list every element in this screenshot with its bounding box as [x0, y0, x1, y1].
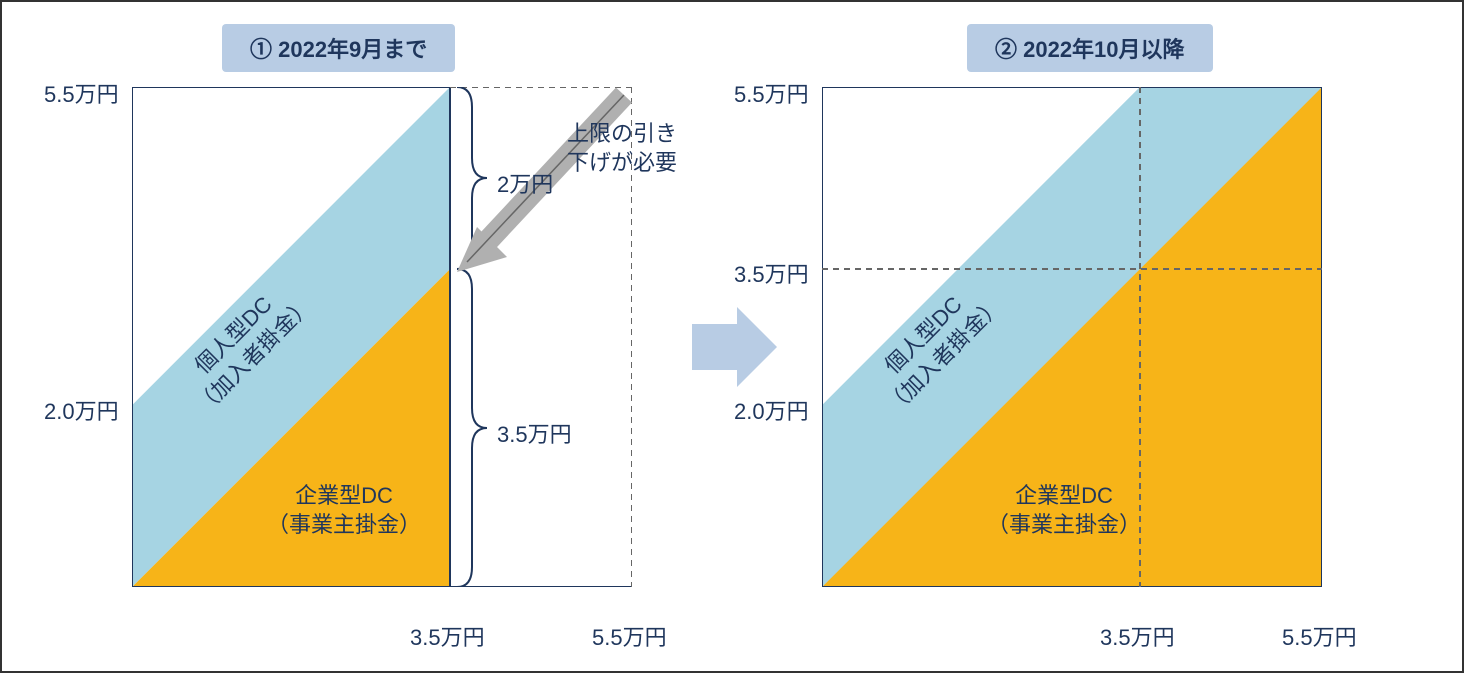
x-label-35-right: 3.5万円	[1100, 620, 1175, 652]
bracket-35man	[457, 269, 487, 587]
corporate-dc-label-left: 企業型DC （事業主掛金）	[267, 482, 421, 539]
title-badge-left: ① 2022年9月まで	[222, 24, 455, 72]
y-label-55-left: 5.5万円	[44, 77, 119, 109]
title-badge-right: ② 2022年10月以降	[967, 24, 1213, 72]
y-label-20-left: 2.0万円	[44, 394, 119, 426]
y-label-35-right: 3.5万円	[734, 257, 809, 289]
diagram-container: ① 2022年9月まで ② 2022年10月以降	[0, 0, 1464, 673]
bracket-label-2man: 2万円	[497, 167, 553, 199]
x-label-35-left: 3.5万円	[410, 620, 485, 652]
y-label-55-right: 5.5万円	[734, 77, 809, 109]
ceiling-note-label: 上限の引き 下げが必要	[567, 120, 677, 177]
corporate-dc-label-right: 企業型DC （事業主掛金）	[987, 482, 1141, 539]
bracket-label-35man: 3.5万円	[497, 417, 572, 449]
x-label-55-right: 5.5万円	[1282, 620, 1357, 652]
y-label-20-right: 2.0万円	[734, 394, 809, 426]
transition-arrow	[692, 302, 782, 392]
x-label-55-left: 5.5万円	[592, 620, 667, 652]
